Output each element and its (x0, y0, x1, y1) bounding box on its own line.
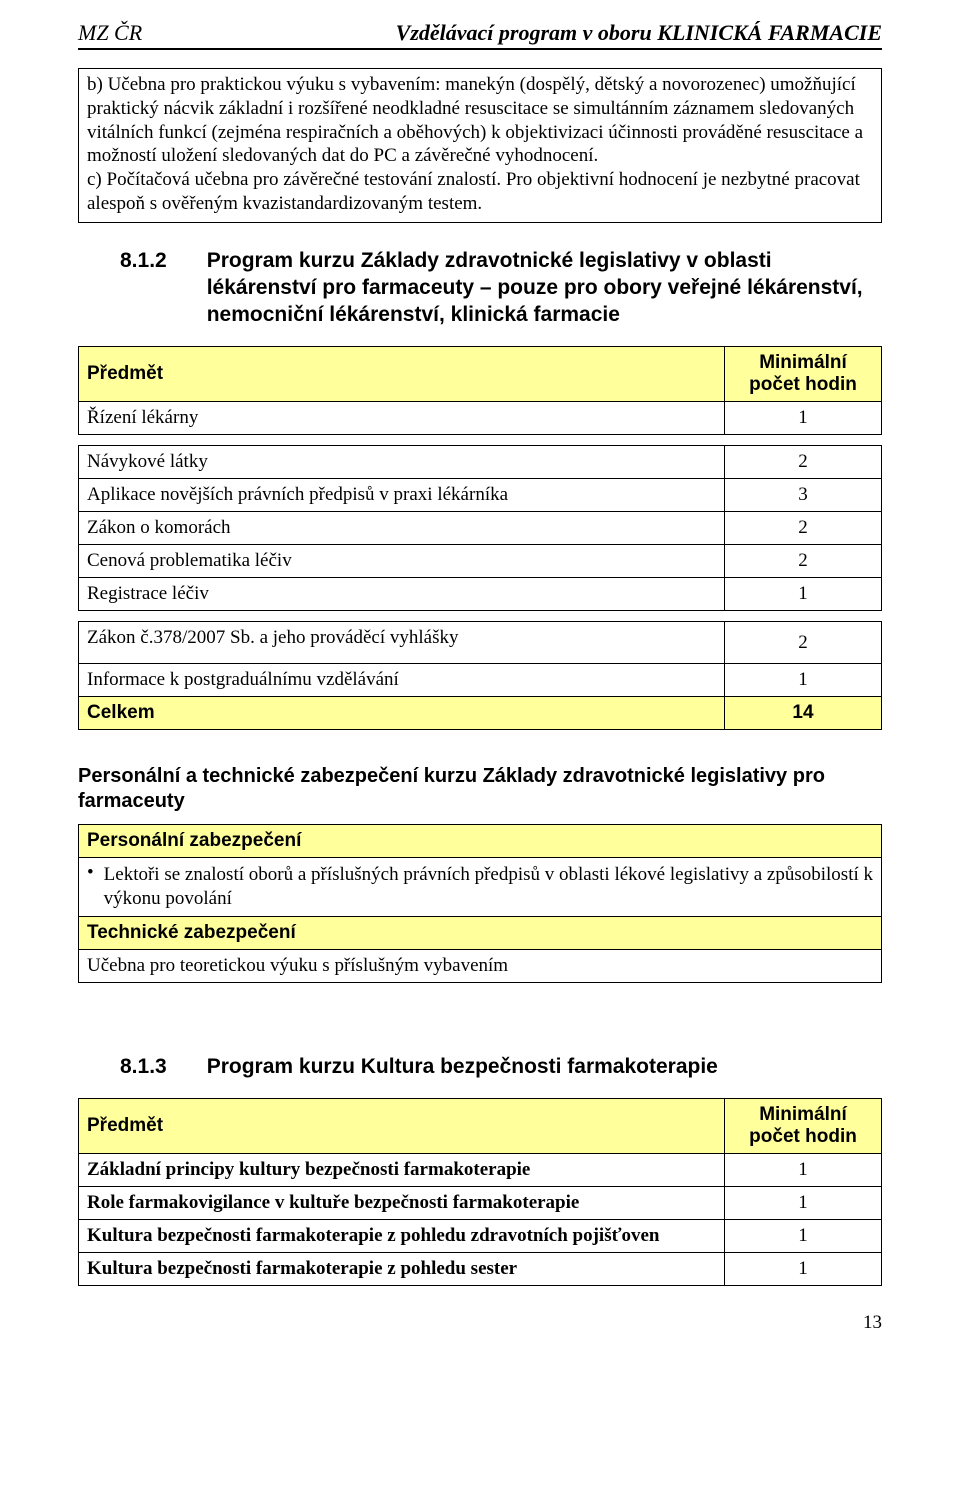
bullet-icon: • (87, 863, 94, 911)
subject-table-1a: Předmět Minimální počet hodin Řízení lék… (78, 346, 882, 435)
table-row: Zákon č.378/2007 Sb. a jeho prováděcí vy… (79, 622, 882, 664)
subject-table-1b: Návykové látky 2 Aplikace novějších práv… (78, 445, 882, 611)
col-subject: Předmět (79, 1099, 725, 1154)
table-row: Návykové látky 2 (79, 446, 882, 479)
subject-cell: Kultura bezpečnosti farmakoterapie z poh… (79, 1253, 725, 1286)
table-row: Kultura bezpečnosti farmakoterapie z poh… (79, 1253, 882, 1286)
hours-cell: 1 (725, 664, 882, 697)
technical-text: Učebna pro teoretickou výuku s příslušný… (79, 949, 882, 982)
section-title: Program kurzu Kultura bezpečnosti farmak… (207, 1053, 882, 1080)
total-row: Celkem 14 (79, 697, 882, 730)
table-row: Základní principy kultury bezpečnosti fa… (79, 1154, 882, 1187)
subject-cell: Aplikace novějších právních předpisů v p… (79, 479, 725, 512)
provision-personal-header: Personální zabezpečení (79, 825, 882, 858)
hours-cell: 1 (725, 1253, 882, 1286)
intro-box: b) Učebna pro praktickou výuku s vybaven… (78, 68, 882, 223)
subject-table-1c: Zákon č.378/2007 Sb. a jeho prováděcí vy… (78, 621, 882, 730)
col-subject: Předmět (79, 347, 725, 402)
total-hours: 14 (725, 697, 882, 730)
table-row: Registrace léčiv 1 (79, 578, 882, 611)
section-8-1-3-heading: 8.1.3 Program kurzu Kultura bezpečnosti … (120, 1053, 882, 1080)
intro-text: b) Učebna pro praktickou výuku s vybaven… (87, 73, 873, 216)
personal-label: Personální zabezpečení (79, 825, 882, 858)
provision-personal-row: • Lektoři se znalostí oborů a příslušnýc… (79, 858, 882, 917)
table-row: Cenová problematika léčiv 2 (79, 545, 882, 578)
table-row: Informace k postgraduálnímu vzdělávání 1 (79, 664, 882, 697)
provision-technical-row: Učebna pro teoretickou výuku s příslušný… (79, 949, 882, 982)
header-right: Vzdělávací program v oboru KLINICKÁ FARM… (396, 20, 882, 46)
total-label: Celkem (79, 697, 725, 730)
provision-heading: Personální a technické zabezpečení kurzu… (78, 764, 882, 814)
subject-cell: Zákon o komorách (79, 512, 725, 545)
subject-cell: Registrace léčiv (79, 578, 725, 611)
table-header-row: Předmět Minimální počet hodin (79, 347, 882, 402)
table-row: Kultura bezpečnosti farmakoterapie z poh… (79, 1220, 882, 1253)
provision-table: Personální zabezpečení • Lektoři se znal… (78, 824, 882, 983)
table-row: Řízení lékárny 1 (79, 402, 882, 435)
personal-text-cell: • Lektoři se znalostí oborů a příslušnýc… (79, 858, 882, 917)
section-8-1-2-heading: 8.1.2 Program kurzu Základy zdravotnické… (120, 247, 882, 329)
subject-cell: Návykové látky (79, 446, 725, 479)
provision-technical-header: Technické zabezpečení (79, 916, 882, 949)
subject-cell: Zákon č.378/2007 Sb. a jeho prováděcí vy… (79, 622, 725, 664)
col-hours: Minimální počet hodin (725, 347, 882, 402)
hours-cell: 1 (725, 1187, 882, 1220)
subject-cell: Cenová problematika léčiv (79, 545, 725, 578)
section-number: 8.1.3 (120, 1053, 167, 1080)
hours-cell: 2 (725, 622, 882, 664)
running-header: MZ ČR Vzdělávací program v oboru KLINICK… (78, 20, 882, 50)
hours-cell: 1 (725, 1154, 882, 1187)
hours-cell: 2 (725, 446, 882, 479)
personal-text: Lektoři se znalostí oborů a příslušných … (104, 863, 873, 911)
hours-cell: 3 (725, 479, 882, 512)
subject-cell: Role farmakovigilance v kultuře bezpečno… (79, 1187, 725, 1220)
table-row: Zákon o komorách 2 (79, 512, 882, 545)
section-title: Program kurzu Základy zdravotnické legis… (207, 247, 882, 329)
subject-cell: Řízení lékárny (79, 402, 725, 435)
subject-cell: Základní principy kultury bezpečnosti fa… (79, 1154, 725, 1187)
hours-cell: 2 (725, 512, 882, 545)
page-number: 13 (78, 1312, 882, 1334)
hours-cell: 1 (725, 578, 882, 611)
hours-cell: 1 (725, 402, 882, 435)
subject-cell: Informace k postgraduálnímu vzdělávání (79, 664, 725, 697)
hours-cell: 1 (725, 1220, 882, 1253)
section-number: 8.1.2 (120, 247, 167, 329)
header-left: MZ ČR (78, 20, 142, 46)
col-hours: Minimální počet hodin (725, 1099, 882, 1154)
technical-label: Technické zabezpečení (79, 916, 882, 949)
hours-cell: 2 (725, 545, 882, 578)
subject-cell: Kultura bezpečnosti farmakoterapie z poh… (79, 1220, 725, 1253)
subject-table-2: Předmět Minimální počet hodin Základní p… (78, 1098, 882, 1286)
table-row: Aplikace novějších právních předpisů v p… (79, 479, 882, 512)
table-row: Role farmakovigilance v kultuře bezpečno… (79, 1187, 882, 1220)
table-header-row: Předmět Minimální počet hodin (79, 1099, 882, 1154)
